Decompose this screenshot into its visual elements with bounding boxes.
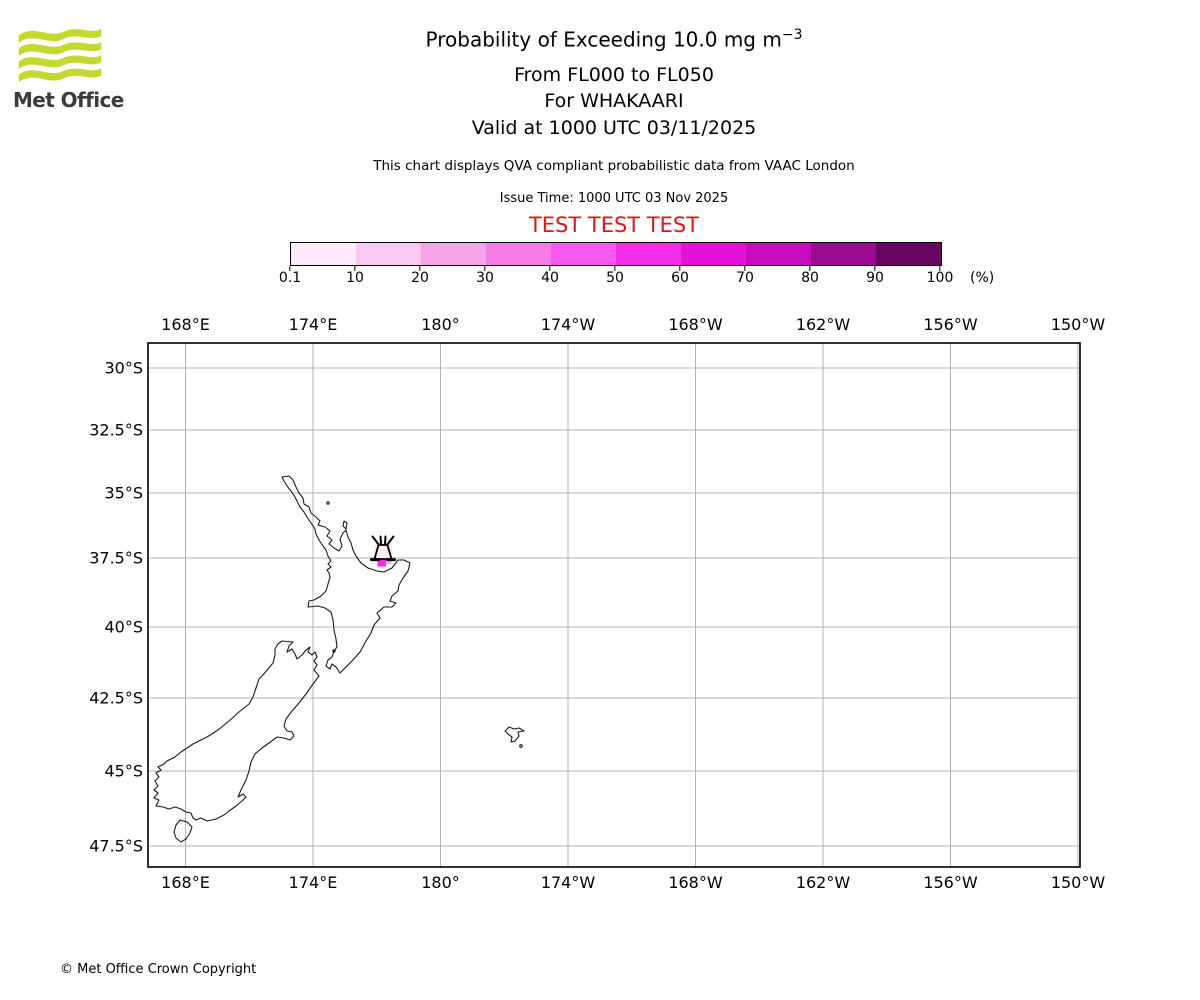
latitude-tick-label: 42.5°S: [89, 688, 143, 708]
colorbar-segment: [811, 243, 876, 265]
issue-time-line: Issue Time: 1000 UTC 03 Nov 2025: [499, 191, 729, 206]
qva-compliance-note: This chart displays QVA compliant probab…: [373, 158, 855, 174]
colorbar-tick-label: 90: [866, 270, 884, 286]
longitude-tick-label: 168°E: [161, 873, 210, 892]
offshore-islet: [326, 501, 330, 505]
longitude-tick-label: 150°W: [1050, 873, 1106, 892]
latitude-tick-label: 30°S: [104, 358, 143, 378]
stewart-island: [173, 819, 193, 843]
chatham-islet: [519, 744, 523, 748]
colorbar-segment: [551, 243, 616, 265]
page-title-main: Probability of Exceeding 10.0 mg m: [425, 27, 782, 52]
page-title: Probability of Exceeding 10.0 mg m−3: [148, 27, 1080, 52]
colorbar-tick: [549, 265, 551, 271]
coastline-south-island: [153, 640, 320, 822]
page-title-exponent: −3: [781, 27, 803, 43]
chatham-islands: [504, 726, 525, 743]
colorbar-tick-label: 60: [671, 270, 689, 286]
test-status-banner: TEST TEST TEST: [528, 213, 700, 237]
map-border: [147, 342, 1081, 868]
longitude-tick-label: 168°W: [668, 315, 723, 334]
met-office-logo-waves: [18, 28, 102, 83]
colorbar-tick-label: 0.1: [278, 270, 302, 286]
colorbar-tick-label: 30: [476, 270, 494, 286]
longitude-tick-label: 168°E: [161, 315, 210, 334]
colorbar-tick: [809, 265, 811, 271]
colorbar-segment: [291, 243, 356, 265]
kapiti-island: [332, 649, 336, 653]
colorbar-segment: [421, 243, 486, 265]
colorbar-tick: [354, 265, 356, 271]
great-barrier-island: [342, 520, 348, 530]
colorbar-unit-label: (%): [970, 270, 995, 286]
longitude-tick-label: 180°: [421, 315, 460, 334]
colorbar-segment: [486, 243, 551, 265]
colorbar-tick-label: 50: [606, 270, 624, 286]
longitude-tick-label: 174°E: [288, 315, 338, 334]
volcano-name-line: For WHAKAARI: [544, 90, 684, 112]
met-office-logo-wordmark: Met Office: [13, 88, 124, 112]
latitude-tick-label: 35°S: [104, 483, 143, 503]
longitude-tick-label: 156°W: [923, 315, 978, 334]
colorbar-segment: [616, 243, 681, 265]
colorbar-tick: [939, 265, 941, 271]
colorbar-tick-label: 20: [411, 270, 429, 286]
latitude-tick-label: 32.5°S: [89, 420, 143, 440]
longitude-tick-label: 174°E: [288, 873, 338, 892]
colorbar-tick: [679, 265, 681, 271]
latitude-tick-label: 47.5°S: [89, 836, 143, 856]
longitude-tick-label: 150°W: [1050, 315, 1106, 334]
probability-colorbar: [290, 242, 942, 266]
longitude-tick-label: 162°W: [795, 873, 851, 892]
colorbar-segment: [746, 243, 811, 265]
flight-level-range: From FL000 to FL050: [514, 64, 714, 86]
colorbar-tick-label: 100: [926, 270, 954, 286]
longitude-tick-label: 174°W: [540, 873, 596, 892]
copyright-notice: © Met Office Crown Copyright: [60, 962, 257, 977]
longitude-tick-label: 162°W: [795, 315, 851, 334]
colorbar-tick-label: 80: [801, 270, 819, 286]
colorbar-tick: [419, 265, 421, 271]
colorbar-segment: [876, 243, 941, 265]
longitude-tick-label: 180°: [421, 873, 460, 892]
colorbar-tick-label: 40: [541, 270, 559, 286]
colorbar-tick: [744, 265, 746, 271]
longitude-tick-label: 174°W: [540, 315, 596, 334]
latitude-tick-label: 37.5°S: [89, 548, 143, 568]
colorbar-tick-label: 70: [736, 270, 754, 286]
colorbar-segment: [356, 243, 421, 265]
colorbar-tick-label: 10: [346, 270, 364, 286]
colorbar-segment: [681, 243, 746, 265]
coastline-north-island: [281, 475, 411, 674]
colorbar-tick: [289, 265, 291, 271]
map-gridlines: [148, 343, 1080, 867]
met-office-logo: [14, 24, 106, 84]
valid-time-line: Valid at 1000 UTC 03/11/2025: [471, 117, 757, 139]
colorbar-tick: [484, 265, 486, 271]
latitude-tick-label: 45°S: [104, 761, 143, 781]
colorbar-tick: [614, 265, 616, 271]
latitude-tick-label: 40°S: [104, 617, 143, 637]
volcano-marker: [370, 535, 396, 562]
colorbar-tick: [874, 265, 876, 271]
longitude-tick-label: 168°W: [668, 873, 723, 892]
longitude-tick-label: 156°W: [923, 873, 978, 892]
